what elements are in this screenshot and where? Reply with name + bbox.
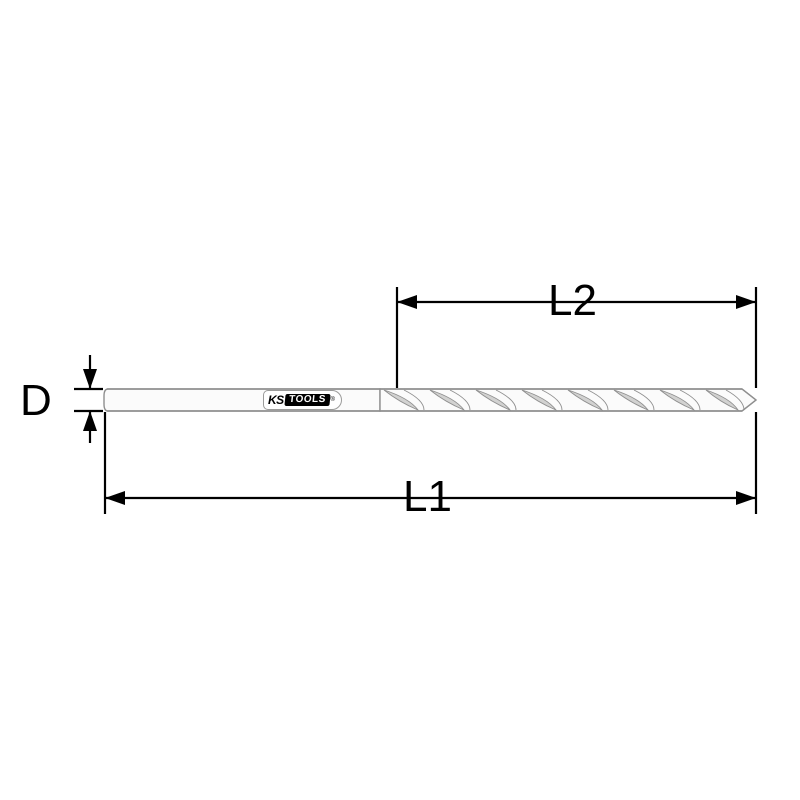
length-total-label: L1: [403, 472, 452, 522]
drill-bit-illustration: [104, 389, 756, 411]
brand-word: TOOLS: [284, 394, 330, 406]
diagram-svg: [0, 0, 800, 800]
length-flute-label: L2: [548, 276, 597, 326]
brand-badge: KS TOOLS ®: [263, 390, 342, 410]
diameter-label: D: [20, 376, 52, 426]
brand-registered-mark: ®: [330, 393, 334, 407]
brand-prefix: KS: [268, 393, 284, 407]
diagram-stage: D L1 L2 KS TOOLS ®: [0, 0, 800, 800]
